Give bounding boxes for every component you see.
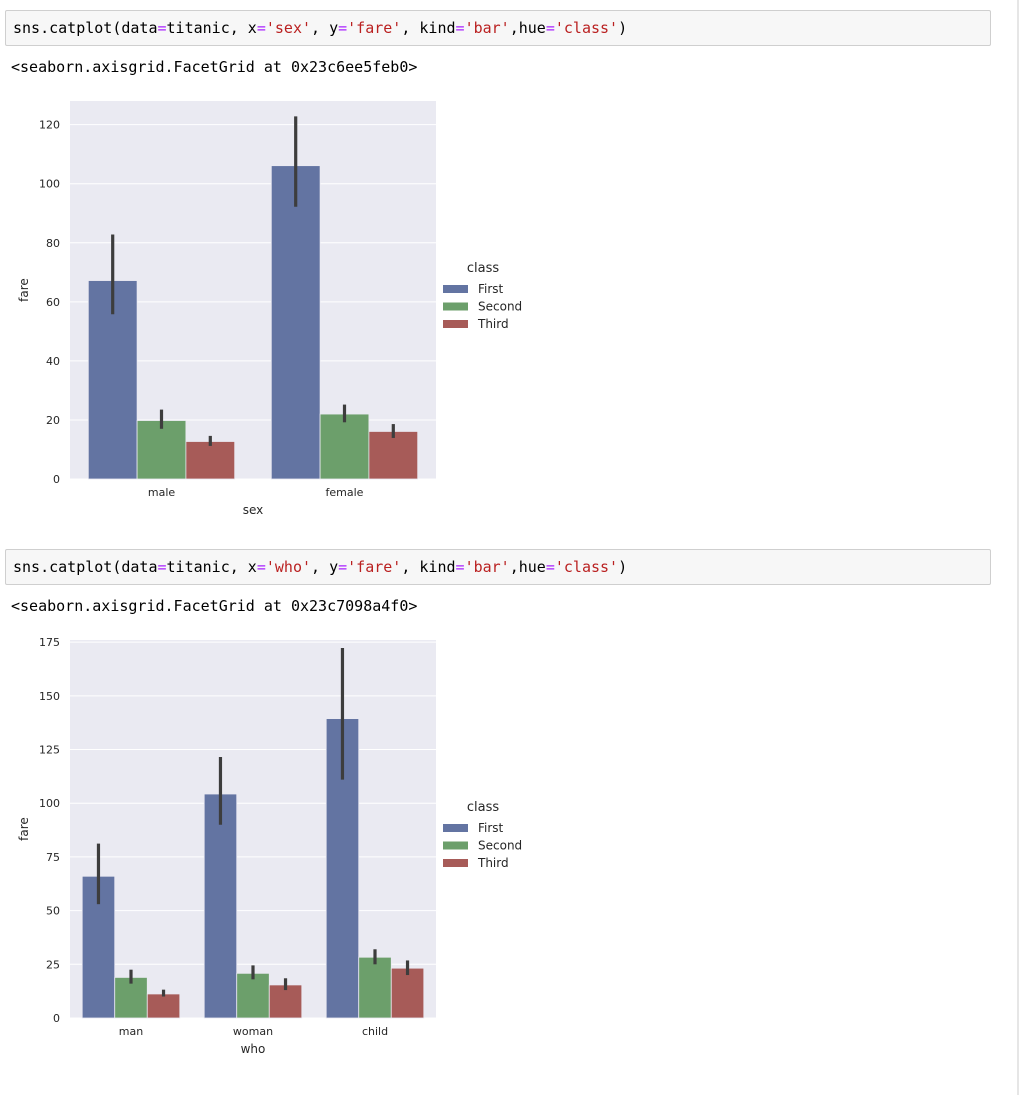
code-token: = xyxy=(455,19,465,37)
code-token: 'class' xyxy=(554,19,619,37)
legend-label-second: Second xyxy=(478,300,522,314)
code-token: = xyxy=(157,558,167,576)
code-token: = xyxy=(157,19,167,37)
output-text-2: <seaborn.axisgrid.FacetGrid at 0x23c7098… xyxy=(11,597,418,615)
y-tick-label: 100 xyxy=(39,797,60,810)
legend-swatch-first xyxy=(443,824,468,832)
y-tick-label: 25 xyxy=(46,958,60,971)
x-tick-label: female xyxy=(326,486,364,499)
code-token: = xyxy=(338,19,348,37)
bar-third-male xyxy=(185,441,236,480)
legend-label-third: Third xyxy=(477,856,509,870)
y-tick-label: 20 xyxy=(46,414,60,427)
y-tick-label: 100 xyxy=(39,178,60,191)
legend-title: class xyxy=(467,261,499,276)
bar-second-woman xyxy=(236,972,270,1019)
code-token: 'class' xyxy=(554,558,619,576)
y-tick-label: 0 xyxy=(53,473,60,486)
legend-title: class xyxy=(467,800,499,815)
y-tick-label: 80 xyxy=(46,237,60,250)
legend-label-third: Third xyxy=(477,317,509,331)
code-token: titanic, x xyxy=(166,558,257,576)
output-text-1: <seaborn.axisgrid.FacetGrid at 0x23c6ee5… xyxy=(11,58,418,76)
scrollbar[interactable] xyxy=(1017,0,1019,1095)
legend-label-first: First xyxy=(478,282,504,296)
code-token: ,hue xyxy=(509,558,546,576)
code-token: 'who' xyxy=(265,558,312,576)
legend-swatch-third xyxy=(443,859,468,867)
y-tick-label: 120 xyxy=(39,119,60,132)
code-token: = xyxy=(256,558,266,576)
code-token: = xyxy=(545,19,555,37)
code-token: ) xyxy=(618,558,628,576)
x-tick-label: child xyxy=(362,1025,388,1038)
legend-swatch-second xyxy=(443,841,468,850)
y-tick-label: 40 xyxy=(46,355,60,368)
legend-label-second: Second xyxy=(478,839,522,853)
bar-third-man xyxy=(146,993,181,1019)
code-token: = xyxy=(455,558,465,576)
bar-first-female xyxy=(270,165,321,480)
code-token: sns.catplot(data xyxy=(13,558,158,576)
bar-third-female xyxy=(368,431,419,480)
code-token: 'fare' xyxy=(347,19,402,37)
chart-2: 0 25 50 75 100 125 150 175 man woman child who fare c… xyxy=(17,636,522,1056)
y-tick-label: 75 xyxy=(46,851,60,864)
x-tick-label: woman xyxy=(233,1025,273,1038)
code-token: ,hue xyxy=(509,19,546,37)
x-tick-label: man xyxy=(119,1025,143,1038)
code-token: = xyxy=(338,558,348,576)
code-token: 'sex' xyxy=(265,19,312,37)
bar-third-child xyxy=(390,967,425,1019)
bar-second-child xyxy=(358,956,392,1019)
code-token: 'fare' xyxy=(347,558,402,576)
code-token: = xyxy=(545,558,555,576)
chart-1: 0 20 40 60 80 100 120 male female sex fare class Fir… xyxy=(17,101,522,517)
code-line-2: sns.catplot(data=titanic, x='who', y='fa… xyxy=(13,558,627,576)
code-token: 'bar' xyxy=(464,19,510,37)
legend-swatch-second xyxy=(443,302,468,311)
y-tick-label: 60 xyxy=(46,296,60,309)
code-token: , y xyxy=(311,558,339,576)
y-tick-label: 150 xyxy=(39,690,60,703)
y-tick-label: 125 xyxy=(39,744,60,757)
code-token: , kind xyxy=(401,558,456,576)
legend-swatch-first xyxy=(443,285,468,293)
code-token: , kind xyxy=(401,19,456,37)
y-axis-label: fare xyxy=(17,817,31,841)
code-cell-2[interactable]: sns.catplot(data=titanic, x='who', y='fa… xyxy=(5,549,991,585)
bar-second-male xyxy=(136,420,187,480)
y-axis-label: fare xyxy=(17,278,31,302)
code-cell-1[interactable]: sns.catplot(data=titanic, x='sex', y='fa… xyxy=(5,10,991,46)
code-line-1: sns.catplot(data=titanic, x='sex', y='fa… xyxy=(13,19,627,37)
y-tick-label: 50 xyxy=(46,905,60,918)
code-token: 'bar' xyxy=(464,558,510,576)
code-token: = xyxy=(256,19,266,37)
x-tick-label: male xyxy=(148,486,176,499)
legend-label-first: First xyxy=(478,821,504,835)
y-tick-label: 175 xyxy=(39,636,60,649)
bar-third-woman xyxy=(268,984,303,1019)
x-axis-label: who xyxy=(241,1042,266,1056)
y-tick-label: 0 xyxy=(53,1012,60,1025)
bar-second-female xyxy=(319,413,370,480)
bar-first-woman xyxy=(203,793,238,1019)
code-token: ) xyxy=(618,19,628,37)
code-token: sns.catplot(data xyxy=(13,19,158,37)
code-token: titanic, x xyxy=(166,19,257,37)
code-token: , y xyxy=(311,19,339,37)
legend-swatch-third xyxy=(443,320,468,328)
x-axis-label: sex xyxy=(243,503,264,517)
